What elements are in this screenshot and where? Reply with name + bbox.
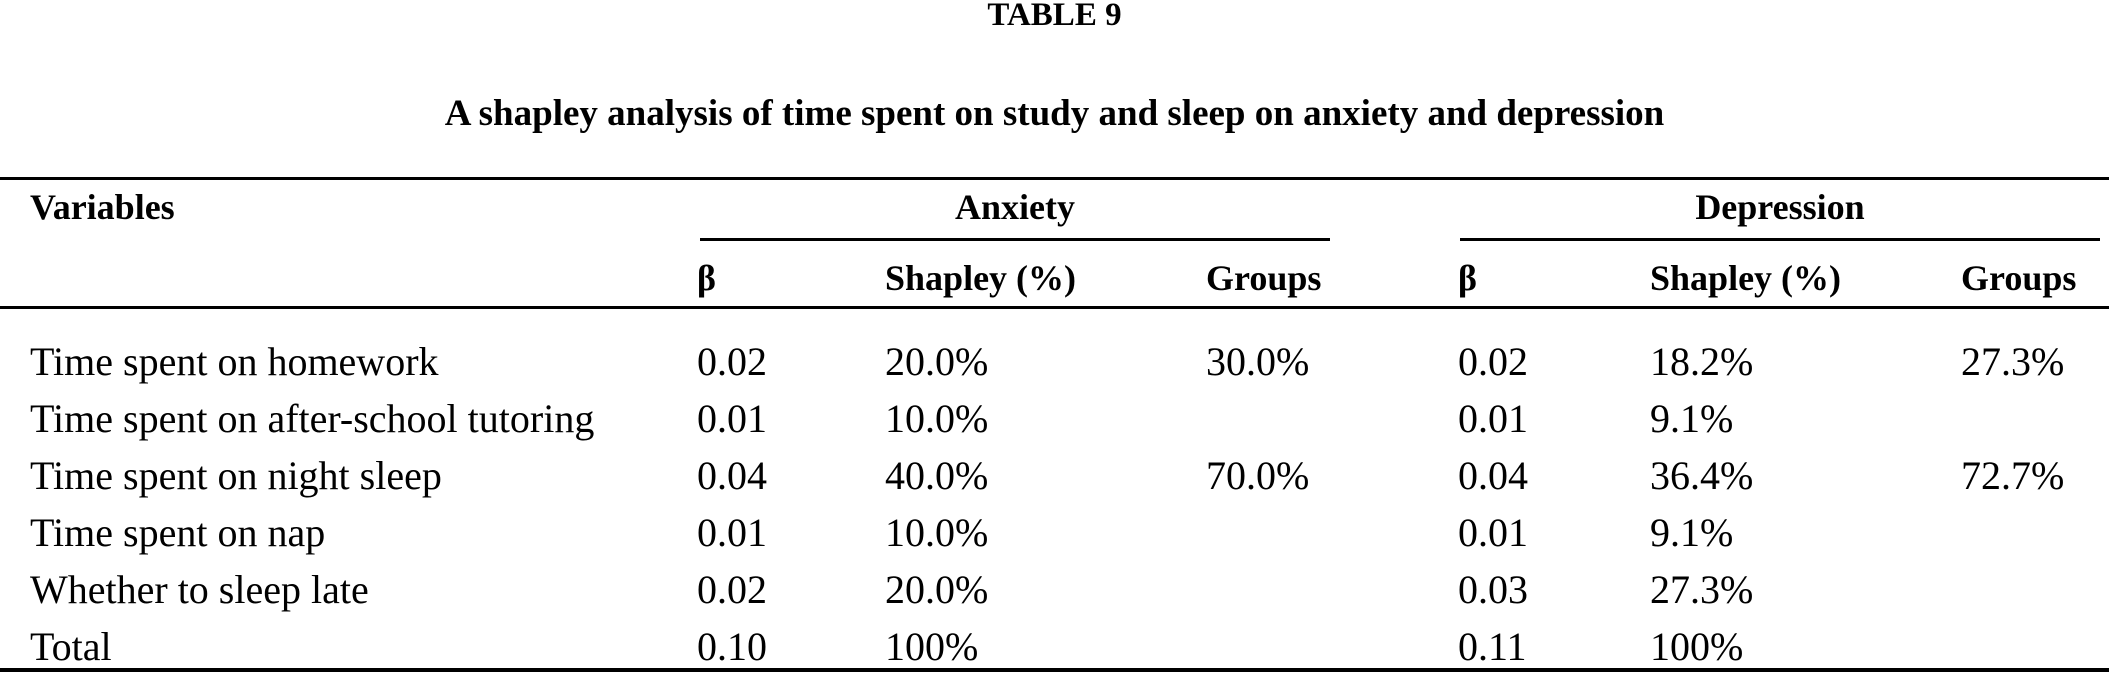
table-row: Time spent on nap 0.01 10.0% 0.01 9.1% [30,504,2109,561]
anxiety-groups-cell [1206,504,1458,561]
depression-shapley-cell: 9.1% [1650,510,1734,555]
table-row: Time spent on night sleep 0.04 40.0% 70.… [30,447,2109,504]
table-row: Time spent on homework 0.02 20.0% 30.0% … [30,333,2109,390]
depression-beta-cell: 0.01 [1458,396,1528,441]
variable-cell: Time spent on homework [30,339,439,384]
anxiety-groups-cell [1206,390,1458,447]
anxiety-beta-cell: 0.01 [697,510,767,555]
table-row: Whether to sleep late 0.02 20.0% 0.03 27… [30,561,2109,618]
column-header-anxiety-beta: β [697,258,716,298]
depression-groups-cell [1961,504,2109,561]
depression-beta-cell: 0.04 [1458,453,1528,498]
variable-cell: Time spent on after-school tutoring [30,396,595,441]
anxiety-shapley-cell: 40.0% [885,453,989,498]
depression-shapley-cell: 100% [1650,624,1744,669]
anxiety-shapley-cell: 20.0% [885,339,989,384]
depression-groups-cell [1961,390,2109,447]
anxiety-shapley-cell: 10.0% [885,510,989,555]
anxiety-groups-cell [1206,561,1458,618]
table-row: Time spent on after-school tutoring 0.01… [30,390,2109,447]
subheader-spacer [30,258,697,298]
depression-groups-cell [1961,618,2109,675]
column-header-variables: Variables [30,187,175,227]
depression-beta-cell: 0.11 [1458,624,1527,669]
depression-groups-cell [1961,561,2109,618]
depression-shapley-cell: 27.3% [1650,567,1754,612]
column-header-depression-groups: Groups [1961,258,2077,298]
column-header-depression-beta: β [1458,258,1477,298]
group-header-anxiety: Anxiety [955,187,1075,227]
anxiety-shapley-cell: 20.0% [885,567,989,612]
anxiety-groups-cell: 30.0% [1206,339,1310,384]
table-row: Total 0.10 100% 0.11 100% [30,618,2109,675]
anxiety-shapley-cell: 10.0% [885,396,989,441]
column-header-depression-shapley: Shapley (%) [1650,258,1842,298]
anxiety-beta-cell: 0.10 [697,624,767,669]
depression-shapley-cell: 9.1% [1650,396,1734,441]
subheader-row: β Shapley (%) Groups β Shapley (%) Group… [30,258,2109,298]
depression-beta-cell: 0.03 [1458,567,1528,612]
table-rule-header-bottom [0,306,2109,309]
table-caption: A shapley analysis of time spent on stud… [444,93,1665,134]
table-label: TABLE 9 [987,0,1122,33]
anxiety-beta-cell: 0.02 [697,339,767,384]
depression-shapley-cell: 18.2% [1650,339,1754,384]
depression-groups-cell: 72.7% [1961,453,2065,498]
anxiety-beta-cell: 0.04 [697,453,767,498]
variable-cell: Whether to sleep late [30,567,369,612]
variable-cell: Total [30,624,112,669]
variable-cell: Time spent on night sleep [30,453,442,498]
depression-groups-cell: 27.3% [1961,339,2065,384]
depression-group-underline [1460,238,2100,241]
column-header-anxiety-groups: Groups [1206,258,1322,298]
depression-beta-cell: 0.01 [1458,510,1528,555]
depression-beta-cell: 0.02 [1458,339,1528,384]
anxiety-beta-cell: 0.02 [697,567,767,612]
table-rule-bottom [0,668,2109,672]
column-header-anxiety-shapley: Shapley (%) [885,258,1077,298]
anxiety-groups-cell: 70.0% [1206,453,1310,498]
table-body: Time spent on homework 0.02 20.0% 30.0% … [30,308,2109,675]
anxiety-shapley-cell: 100% [885,624,979,669]
anxiety-groups-cell [1206,618,1458,675]
table-rule-top [0,177,2109,180]
variable-cell: Time spent on nap [30,510,326,555]
anxiety-group-underline [700,238,1330,241]
group-header-depression: Depression [1695,187,1865,227]
depression-shapley-cell: 36.4% [1650,453,1754,498]
anxiety-beta-cell: 0.01 [697,396,767,441]
